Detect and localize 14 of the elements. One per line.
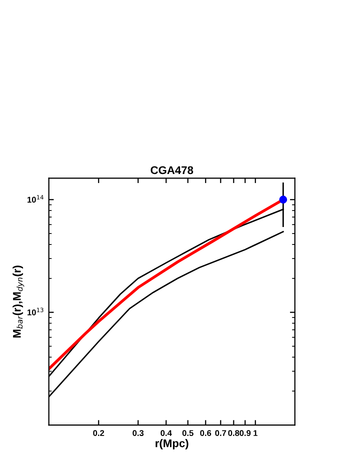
y-tick-label: 10$^{14}$ xyxy=(28,195,44,203)
x-tick-label: 0.7 xyxy=(215,430,226,436)
x-tick-label: 0.3 xyxy=(132,430,144,436)
y-tick-label: 10$^{13}$ xyxy=(28,308,44,316)
x-tick-label: 0.5 xyxy=(182,430,194,436)
x-tick-label: 0.9 xyxy=(240,430,251,436)
x-tick-label: 0.4 xyxy=(160,430,172,436)
x-tick-label: 0.8 xyxy=(228,430,240,436)
chart-title: CGA478 xyxy=(150,166,194,174)
y-axis-title: M$_{bar}$(r),M$_{dyn}$(r) xyxy=(12,266,24,338)
x-tick-label: 0.2 xyxy=(93,430,104,436)
x-tick-label: 1 xyxy=(254,430,258,436)
x-axis-title: r(Mpc) xyxy=(156,439,188,450)
x-tick-label: 0.6 xyxy=(200,430,212,436)
